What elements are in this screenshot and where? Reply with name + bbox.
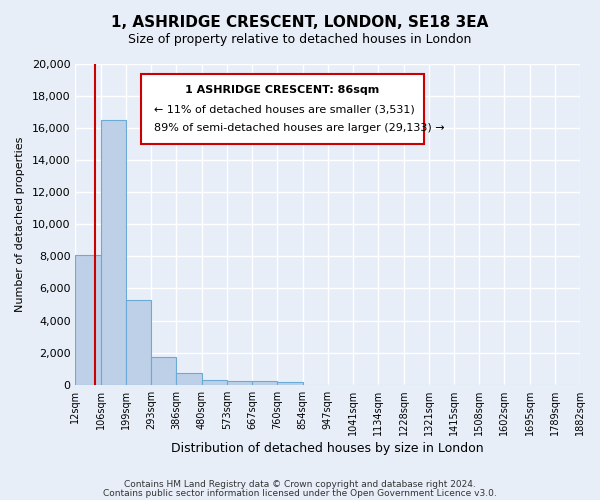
Bar <box>101 120 126 384</box>
Text: 1 ASHRIDGE CRESCENT: 86sqm: 1 ASHRIDGE CRESCENT: 86sqm <box>185 85 379 95</box>
Bar <box>151 356 176 384</box>
Text: Contains public sector information licensed under the Open Government Licence v3: Contains public sector information licen… <box>103 488 497 498</box>
Bar <box>252 382 277 384</box>
Bar <box>202 380 227 384</box>
Y-axis label: Number of detached properties: Number of detached properties <box>15 136 25 312</box>
X-axis label: Distribution of detached houses by size in London: Distribution of detached houses by size … <box>172 442 484 455</box>
Bar <box>76 255 101 384</box>
Bar <box>277 382 302 384</box>
FancyBboxPatch shape <box>141 74 424 144</box>
Text: Contains HM Land Registry data © Crown copyright and database right 2024.: Contains HM Land Registry data © Crown c… <box>124 480 476 489</box>
Text: 89% of semi-detached houses are larger (29,133) →: 89% of semi-detached houses are larger (… <box>154 124 444 134</box>
Text: Size of property relative to detached houses in London: Size of property relative to detached ho… <box>128 32 472 46</box>
Text: 1, ASHRIDGE CRESCENT, LONDON, SE18 3EA: 1, ASHRIDGE CRESCENT, LONDON, SE18 3EA <box>112 15 488 30</box>
Bar <box>176 374 202 384</box>
Bar <box>227 381 252 384</box>
Bar <box>126 300 151 384</box>
Text: ← 11% of detached houses are smaller (3,531): ← 11% of detached houses are smaller (3,… <box>154 104 415 114</box>
